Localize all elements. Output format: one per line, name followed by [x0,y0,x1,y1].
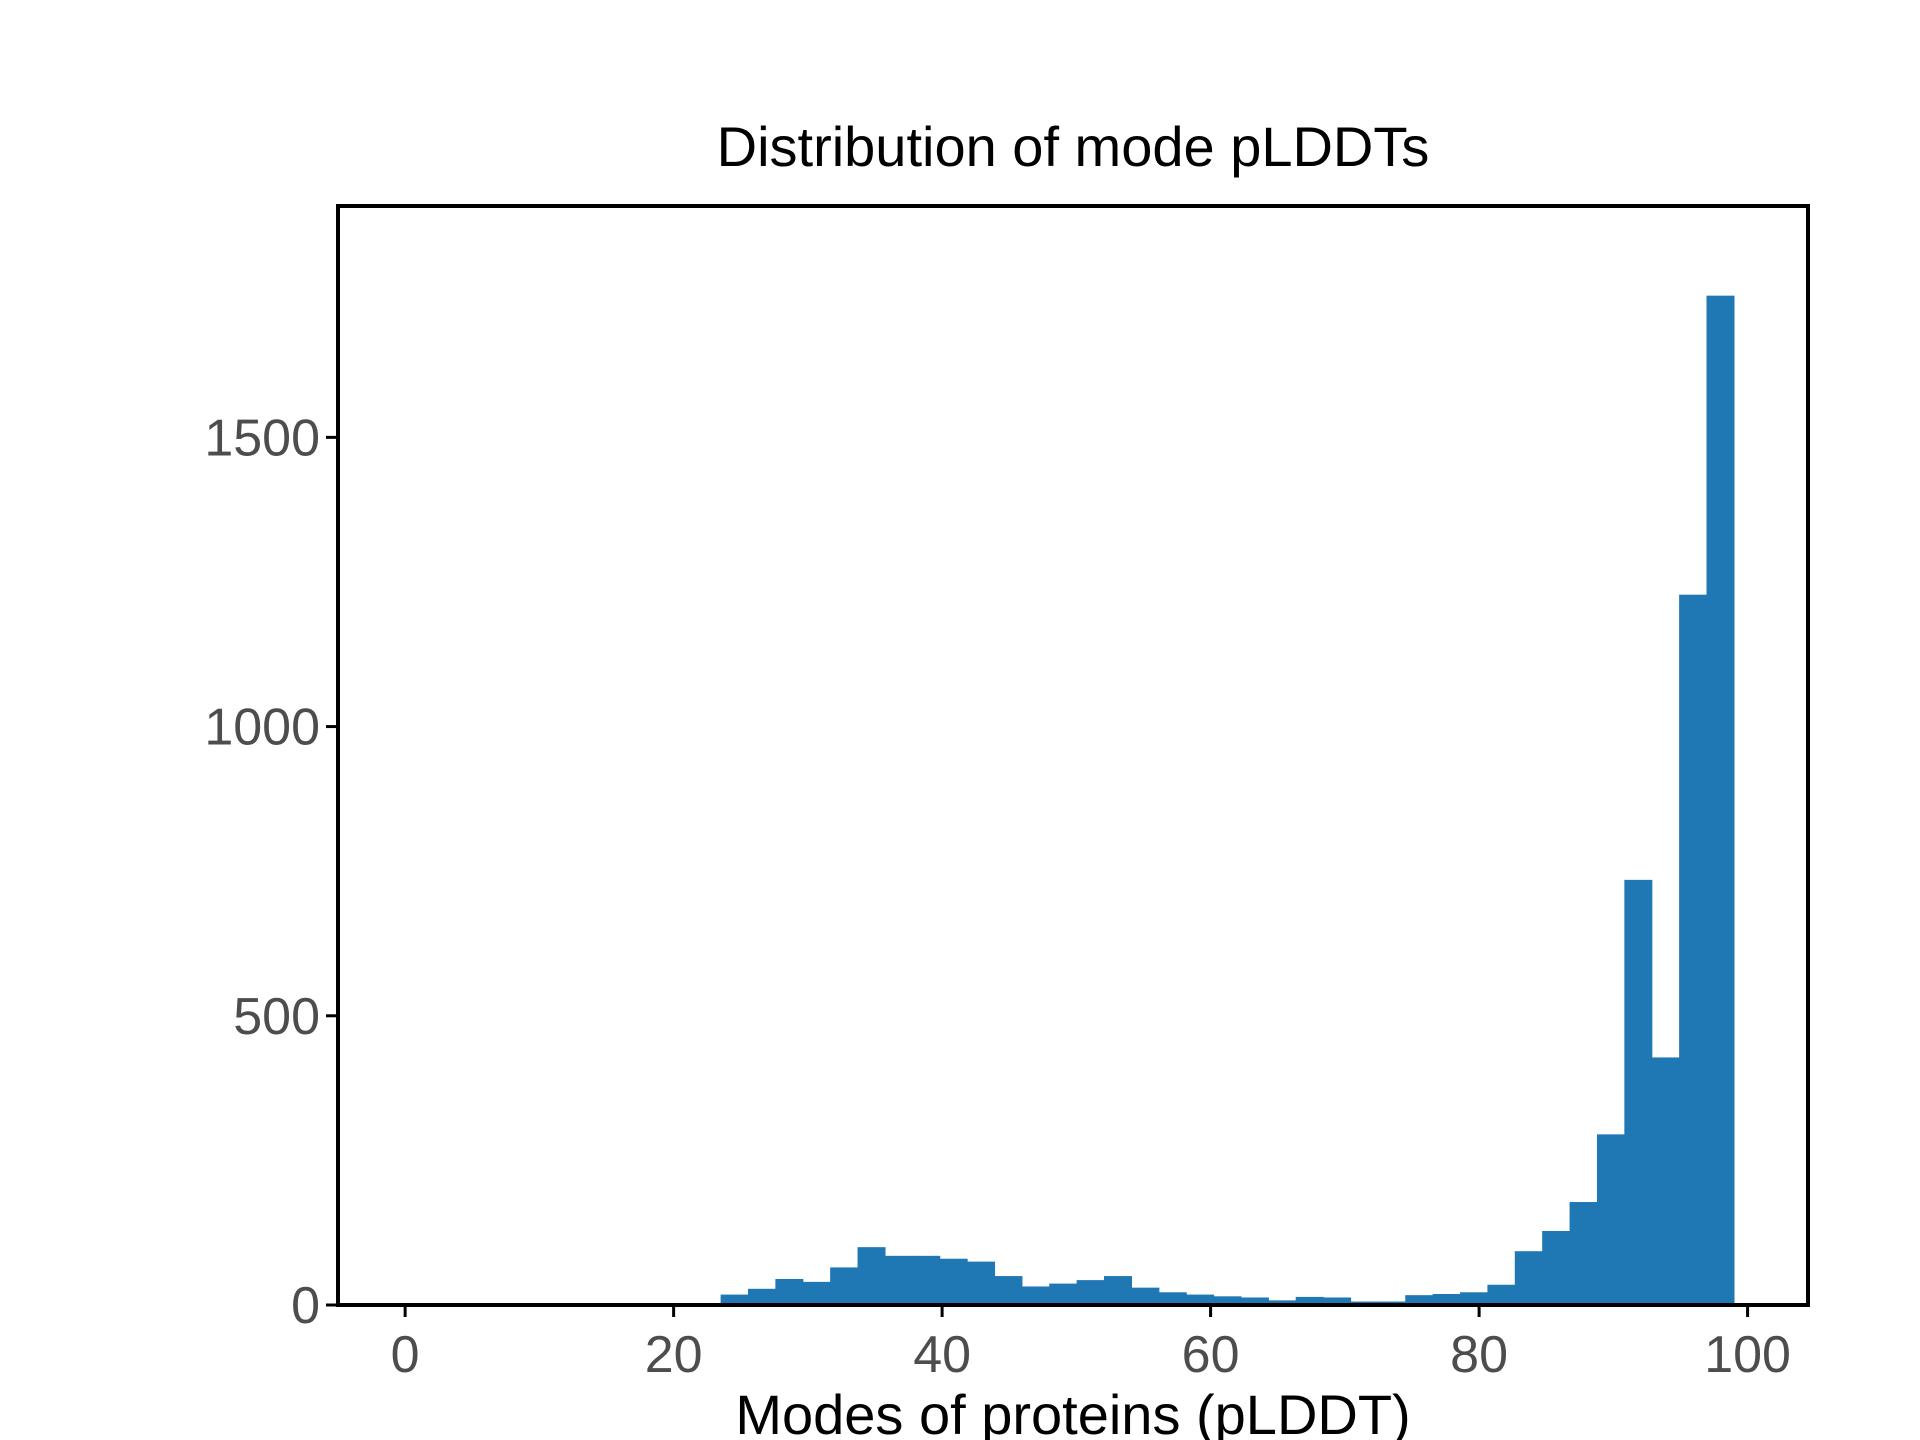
histogram-bar [830,1267,859,1305]
histogram-bar [1104,1276,1132,1305]
histogram-bar [775,1278,804,1305]
x-tick-label: 40 [913,1326,971,1384]
histogram-bar [1679,594,1708,1305]
x-axis-label: Modes of proteins (pLDDT) [735,1383,1410,1440]
histogram-bar [1268,1300,1297,1305]
histogram-bar [1487,1284,1516,1305]
histogram-bar [1514,1251,1543,1305]
chart-title: Distribution of mode pLDDTs [717,115,1430,178]
y-tick-label: 500 [233,988,320,1046]
histogram-bar [747,1288,776,1305]
histogram-bar [967,1261,996,1305]
histogram-bar [1651,1057,1680,1305]
histogram-bar [1049,1283,1078,1305]
x-tick-label: 0 [391,1326,420,1384]
histogram-bar [994,1276,1023,1305]
histogram-bar [720,1294,749,1305]
histogram-bar [1706,295,1735,1305]
histogram-bar [1460,1292,1489,1305]
y-tick-label: 1000 [204,699,320,757]
plot-frame [336,204,1810,1307]
histogram-bars [720,295,1735,1305]
histogram-bar [1076,1280,1105,1305]
histogram-bar [1158,1292,1187,1305]
y-tick-label: 1500 [204,409,320,467]
histogram-bar [1240,1297,1269,1305]
histogram-bar [857,1247,886,1305]
histogram-bar [1569,1202,1598,1305]
histogram-bar [1432,1294,1461,1305]
x-tick-label: 60 [1182,1326,1240,1384]
x-tick-label: 100 [1704,1326,1791,1384]
histogram-bar [1021,1286,1050,1305]
y-axis: 0 500 1000 1500 [204,409,338,1335]
y-tick-label: 0 [291,1277,320,1335]
histogram-bar [1131,1287,1160,1305]
histogram-bar [912,1255,941,1305]
histogram-bar [1596,1134,1625,1305]
histogram-bar [1213,1296,1242,1305]
histogram-bar [1542,1230,1571,1305]
histogram-bar [939,1258,968,1305]
histogram-bar [1186,1294,1215,1305]
histogram-bar [1295,1296,1324,1305]
histogram-bar [802,1281,831,1305]
x-tick-label: 80 [1450,1326,1508,1384]
histogram-bar [1624,879,1653,1305]
x-axis: 0 20 40 60 80 100 [391,1305,1791,1384]
histogram-bar [1323,1297,1352,1305]
x-tick-label: 20 [645,1326,703,1384]
histogram-bar [884,1255,913,1305]
histogram-bar [1405,1295,1434,1305]
